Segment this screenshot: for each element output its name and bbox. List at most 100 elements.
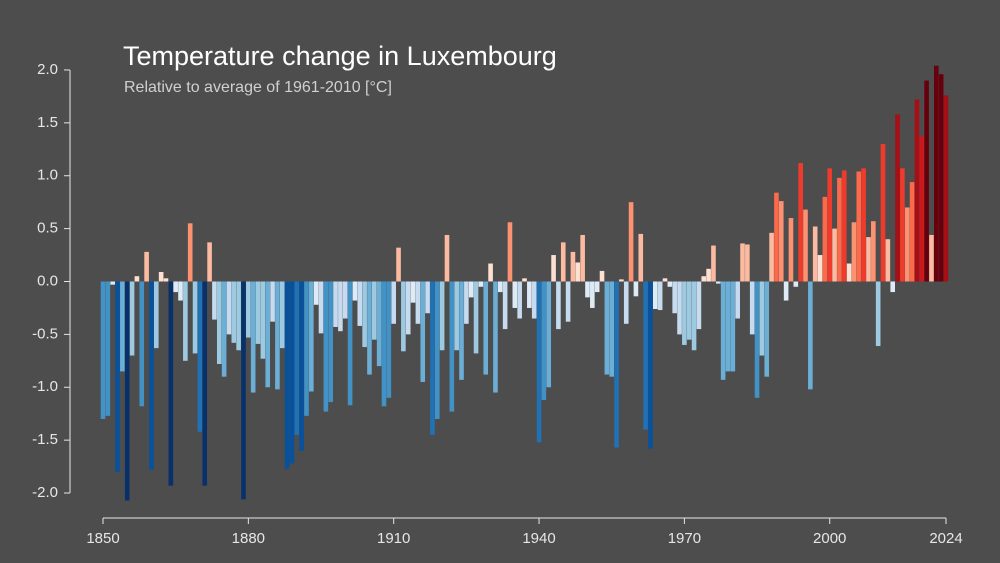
bar: [187, 223, 193, 282]
bar: [284, 281, 290, 469]
y-tick-label: 0.5: [37, 220, 58, 237]
bar: [381, 281, 387, 407]
bar: [318, 281, 324, 334]
bar: [783, 281, 789, 301]
bar: [706, 268, 711, 282]
bar: [120, 281, 125, 372]
y-tick-label: 1.0: [37, 167, 58, 184]
bar: [725, 281, 731, 372]
bar: [372, 281, 377, 340]
bar: [856, 171, 862, 282]
bar: [439, 281, 445, 351]
bar: [643, 281, 648, 430]
bar: [764, 281, 770, 377]
bar: [759, 281, 765, 356]
bar: [299, 281, 304, 451]
bar: [575, 262, 581, 282]
bar: [275, 281, 280, 390]
bar: [541, 281, 547, 400]
bar: [672, 281, 677, 314]
y-tick-label: 0.0: [37, 272, 58, 289]
bar: [493, 281, 498, 393]
bar: [183, 281, 188, 361]
bar: [212, 281, 217, 320]
bar: [735, 281, 740, 319]
bar: [841, 170, 847, 282]
bar: [851, 222, 857, 282]
bar: [459, 281, 464, 380]
bar: [745, 244, 750, 282]
bar: [812, 226, 818, 282]
bar: [507, 222, 513, 282]
bar: [105, 281, 111, 416]
bar: [817, 255, 823, 282]
bar: [657, 281, 663, 311]
bar: [885, 239, 891, 282]
bar: [628, 202, 634, 282]
bar: [478, 281, 484, 287]
bar: [124, 281, 130, 501]
bar: [861, 168, 866, 282]
bar: [483, 281, 489, 375]
bar: [202, 281, 208, 486]
bar: [837, 177, 842, 282]
bar: [875, 281, 881, 347]
bar: [367, 281, 372, 375]
bar: [599, 270, 605, 282]
bar: [638, 233, 644, 282]
bar: [943, 95, 949, 282]
bar: [604, 281, 610, 375]
bar: [425, 281, 430, 314]
bar: [924, 80, 929, 282]
bar: [929, 234, 934, 282]
bar: [720, 281, 726, 380]
bar: [808, 281, 813, 390]
y-tick-label: 1.5: [37, 114, 58, 131]
bar: [304, 281, 309, 416]
bar: [338, 281, 343, 332]
bar: [653, 281, 658, 309]
bar: [430, 281, 435, 435]
bar: [173, 281, 178, 293]
bar: [890, 281, 896, 293]
x-tick-label: 1850: [86, 530, 119, 547]
x-tick-label: 2000: [813, 530, 846, 547]
bar: [420, 281, 426, 382]
bar: [536, 281, 542, 443]
bar: [546, 281, 552, 388]
bar: [798, 163, 803, 282]
bar: [570, 251, 576, 282]
bar: [648, 281, 653, 449]
bar: [168, 281, 174, 486]
bar: [904, 207, 910, 282]
x-tick-label: 2024: [929, 530, 962, 547]
bar: [730, 281, 736, 372]
bar: [565, 281, 571, 322]
bar: [585, 281, 590, 298]
y-tick-label: -0.5: [32, 325, 58, 342]
bar: [216, 281, 222, 364]
bar: [522, 278, 527, 282]
bar: [178, 281, 183, 301]
bar: [691, 281, 697, 351]
bar: [623, 281, 629, 324]
bar: [822, 196, 828, 282]
y-tick-label: -2.0: [32, 484, 58, 501]
bar: [158, 271, 164, 282]
y-tick-label: -1.0: [32, 378, 58, 395]
bar: [677, 281, 682, 335]
bar: [895, 114, 900, 282]
bar: [551, 255, 556, 282]
bar: [934, 65, 939, 282]
bar: [376, 281, 382, 367]
bar: [454, 281, 459, 351]
bar: [129, 281, 135, 356]
bar: [294, 281, 300, 435]
bar: [415, 281, 421, 324]
bar: [352, 281, 358, 301]
bar: [153, 281, 159, 349]
bar: [333, 281, 338, 327]
bar: [134, 276, 140, 282]
bar: [662, 278, 668, 282]
bar: [464, 281, 469, 324]
